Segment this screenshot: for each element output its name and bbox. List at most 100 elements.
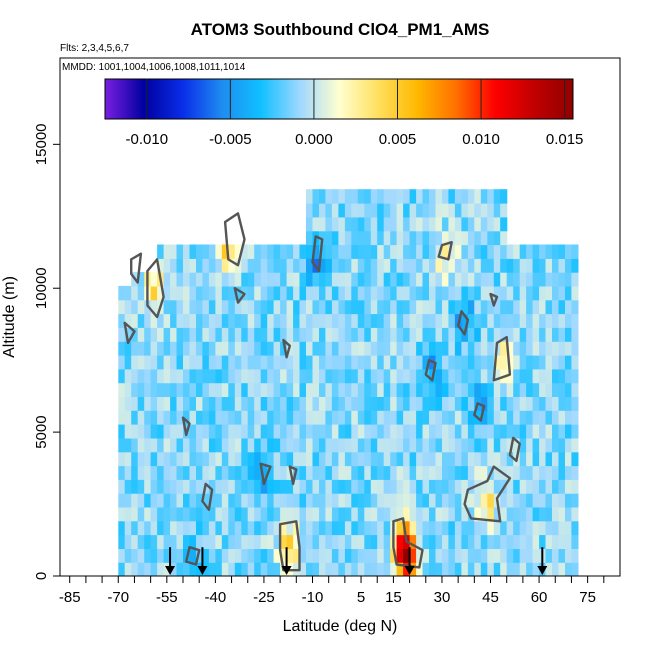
heatmap-cell bbox=[500, 382, 508, 397]
heatmap-cell bbox=[215, 382, 223, 397]
heatmap-cell bbox=[293, 451, 301, 467]
heatmap-cell bbox=[545, 244, 553, 259]
heatmap-cell bbox=[474, 327, 482, 342]
heatmap-cell bbox=[416, 520, 424, 536]
heatmap-cell bbox=[493, 562, 501, 576]
heatmap-cell bbox=[487, 493, 495, 508]
heatmap-cell bbox=[280, 548, 288, 563]
heatmap-cell bbox=[461, 451, 469, 467]
heatmap-cell bbox=[228, 410, 236, 425]
heatmap-cell bbox=[357, 272, 365, 287]
heatmap-cell bbox=[331, 424, 339, 439]
heatmap-cell bbox=[513, 313, 521, 328]
heatmap-cell bbox=[429, 493, 437, 508]
heatmap-cell bbox=[144, 355, 152, 370]
heatmap-cell bbox=[506, 424, 514, 439]
heatmap-cell bbox=[403, 285, 411, 301]
heatmap-cell bbox=[390, 244, 398, 259]
heatmap-cell bbox=[377, 506, 385, 522]
heatmap-cell bbox=[131, 562, 139, 576]
heatmap-cell bbox=[487, 189, 495, 204]
heatmap-cell bbox=[306, 327, 314, 342]
heatmap-cell bbox=[215, 368, 223, 384]
heatmap-cell bbox=[571, 424, 579, 439]
heatmap-cell bbox=[545, 272, 553, 287]
heatmap-cell bbox=[500, 230, 508, 246]
contour-line bbox=[424, 359, 437, 382]
heatmap-cell bbox=[331, 313, 339, 328]
heatmap-cell bbox=[422, 562, 430, 576]
heatmap-cell bbox=[312, 327, 320, 342]
heatmap-cell bbox=[571, 368, 579, 384]
heatmap-cell bbox=[461, 189, 469, 204]
heatmap-cell bbox=[390, 230, 398, 246]
heatmap-cell bbox=[416, 327, 424, 342]
heatmap-cell bbox=[228, 479, 236, 494]
heatmap-cell bbox=[163, 313, 171, 328]
heatmap-cell bbox=[189, 562, 197, 576]
heatmap-cell bbox=[215, 479, 223, 494]
heatmap-cell bbox=[532, 493, 540, 508]
heatmap-cell bbox=[409, 437, 417, 453]
heatmap-cell bbox=[325, 520, 333, 536]
heatmap-cell bbox=[383, 299, 391, 315]
heatmap-cell bbox=[377, 424, 385, 439]
heatmap-cell bbox=[519, 465, 527, 480]
heatmap-cell bbox=[545, 410, 553, 425]
heatmap-cell bbox=[344, 189, 352, 204]
heatmap-cell bbox=[176, 548, 184, 563]
heatmap-cell bbox=[286, 451, 294, 467]
heatmap-cell bbox=[189, 313, 197, 328]
heatmap-cell bbox=[267, 479, 275, 494]
heatmap-cell bbox=[183, 368, 191, 384]
heatmap-cell bbox=[241, 506, 249, 522]
heatmap-cell bbox=[189, 396, 197, 411]
heatmap-cell bbox=[267, 424, 275, 439]
heatmap-cell bbox=[280, 410, 288, 425]
heatmap-cell bbox=[429, 506, 437, 522]
heatmap-cell bbox=[118, 479, 126, 494]
heatmap-cell bbox=[545, 562, 553, 576]
heatmap-cell bbox=[150, 355, 158, 370]
heatmap-cell bbox=[480, 313, 488, 328]
heatmap-cell bbox=[545, 327, 553, 342]
heatmap-cell bbox=[221, 396, 229, 411]
heatmap-cell bbox=[344, 465, 352, 480]
heatmap-cell bbox=[519, 285, 527, 301]
heatmap-cell bbox=[325, 327, 333, 342]
heatmap-cell bbox=[208, 506, 216, 522]
heatmap-cell bbox=[325, 216, 333, 232]
heatmap-cell bbox=[539, 506, 547, 522]
heatmap-cell bbox=[422, 313, 430, 328]
heatmap-cell bbox=[409, 203, 417, 218]
heatmap-cell bbox=[144, 534, 152, 549]
heatmap-cell bbox=[150, 424, 158, 439]
heatmap-cell bbox=[144, 548, 152, 563]
heatmap-cell bbox=[396, 396, 404, 411]
heatmap-cell bbox=[286, 424, 294, 439]
heatmap-cell bbox=[306, 368, 314, 384]
heatmap-cell bbox=[202, 285, 210, 301]
heatmap-cell bbox=[435, 451, 443, 467]
heatmap-cell bbox=[254, 368, 262, 384]
heatmap-cell bbox=[552, 534, 560, 549]
heatmap-cell bbox=[202, 506, 210, 522]
heatmap-cell bbox=[299, 244, 307, 259]
heatmap-cell bbox=[163, 285, 171, 301]
heatmap-cell bbox=[552, 341, 560, 356]
heatmap-cell bbox=[565, 534, 573, 549]
heatmap-cell bbox=[150, 313, 158, 328]
heatmap-cell bbox=[435, 368, 443, 384]
heatmap-cell bbox=[319, 382, 327, 397]
heatmap-cell bbox=[137, 327, 145, 342]
heatmap-cell bbox=[558, 548, 566, 563]
heatmap-cell bbox=[357, 506, 365, 522]
heatmap-cell bbox=[506, 272, 514, 287]
heatmap-cell bbox=[344, 341, 352, 356]
heatmap-cell bbox=[558, 368, 566, 384]
heatmap-cell bbox=[357, 548, 365, 563]
heatmap-cell bbox=[306, 216, 314, 232]
heatmap-cell bbox=[241, 534, 249, 549]
heatmap-cell bbox=[370, 562, 378, 576]
heatmap-cell bbox=[331, 285, 339, 301]
